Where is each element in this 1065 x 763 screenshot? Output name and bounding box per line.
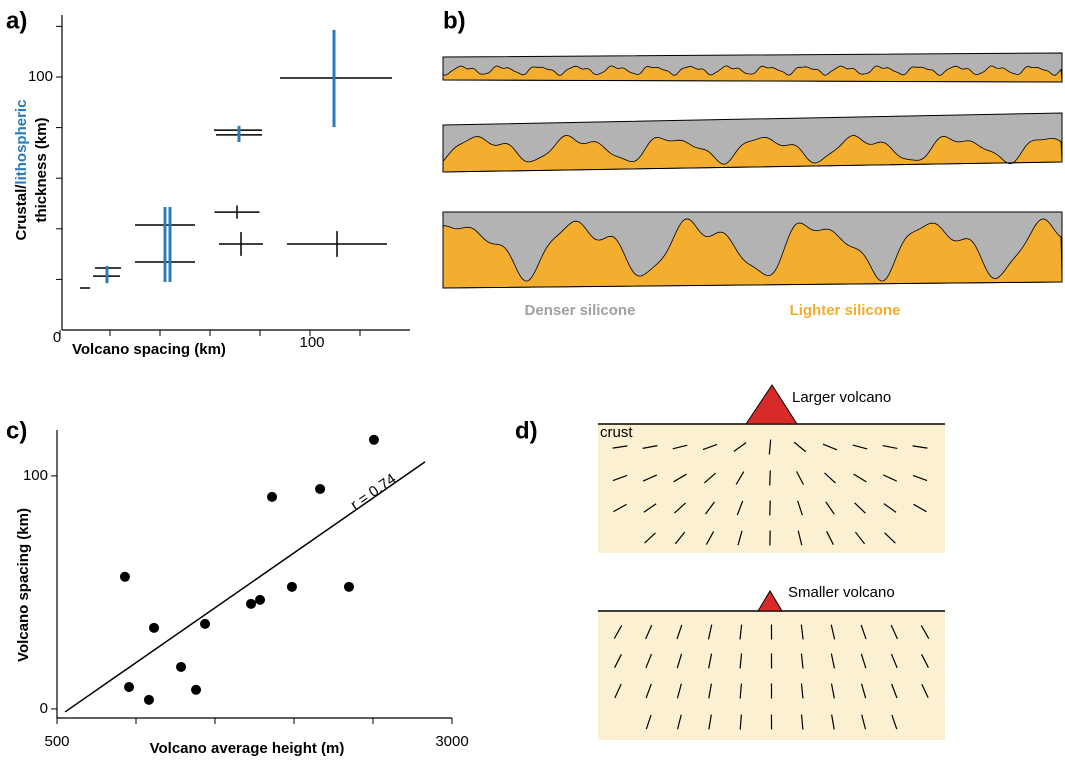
y-tick-label: 0	[40, 700, 48, 717]
y-tick-label: 100	[23, 467, 48, 484]
point	[255, 595, 265, 605]
stress-dash	[770, 471, 771, 486]
x-axis-label: Volcano average height (m)	[150, 740, 345, 757]
point	[124, 682, 134, 692]
panel-label: b)	[443, 7, 466, 34]
point	[200, 619, 210, 629]
volcano-label: Smaller volcano	[788, 584, 895, 601]
x-tick-label: 3000	[435, 733, 468, 750]
point	[191, 685, 201, 695]
volcano	[758, 591, 782, 611]
panel-label: d)	[515, 417, 538, 444]
point	[267, 492, 277, 502]
volcano	[746, 385, 797, 424]
point	[149, 623, 159, 633]
y-axis-label: Volcano spacing (km)	[15, 508, 32, 662]
crust-block	[598, 424, 945, 553]
y-axis-label-part: thickness (km)	[33, 117, 50, 222]
point	[246, 599, 256, 609]
point	[176, 662, 186, 672]
point	[315, 484, 325, 494]
y-axis-label-part: lithospheric	[13, 100, 30, 185]
figure: a) b) c) d) Volcano spacing (km) Crustal…	[0, 0, 1065, 763]
point	[287, 582, 297, 592]
panel-label: c)	[6, 417, 27, 444]
y-axis-label: thickness (km)	[33, 117, 50, 222]
y-axis-label-part: Crustal/	[13, 184, 30, 241]
volcano-label: Larger volcano	[792, 389, 891, 406]
x-tick-label: 100	[299, 334, 324, 351]
legend-text: Denser silicone	[525, 302, 636, 319]
point	[120, 572, 130, 582]
crust-label: crust	[600, 424, 633, 441]
point	[369, 435, 379, 445]
y-tick-label: 100	[28, 68, 53, 85]
annotation: r = 0.74	[348, 470, 400, 513]
y-axis-label: Crustal/lithospheric	[13, 100, 30, 241]
panel-label: a)	[6, 7, 27, 34]
point	[344, 582, 354, 592]
x-tick-label: 500	[44, 733, 69, 750]
legend-text: Lighter silicone	[790, 302, 901, 319]
x-tick-label: 0	[53, 329, 61, 346]
point	[144, 695, 154, 705]
x-axis-label: Volcano spacing (km)	[72, 341, 226, 358]
